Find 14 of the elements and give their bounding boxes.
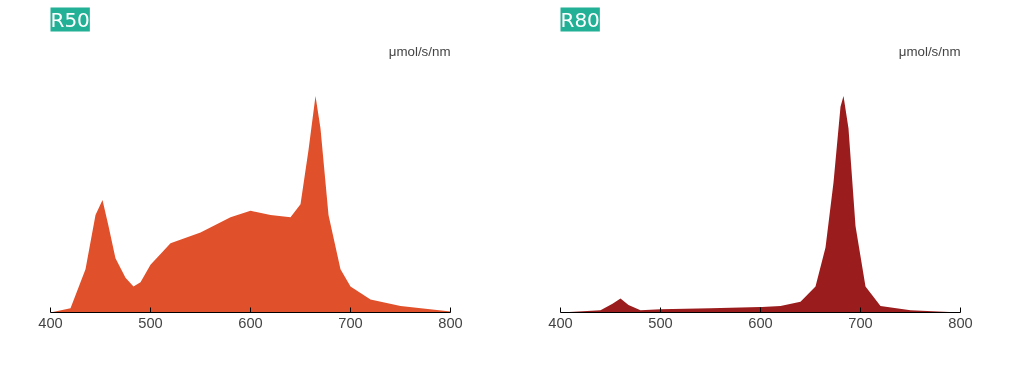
chart-title: R80 xyxy=(560,7,600,32)
y-axis-title: μmol/s/nm xyxy=(898,43,961,59)
x-tick-label: 700 xyxy=(848,314,873,331)
x-tick-label: 400 xyxy=(548,314,573,331)
x-tick-label: 800 xyxy=(438,314,463,331)
x-tick-label: 600 xyxy=(748,314,773,331)
x-tick-label: 600 xyxy=(238,314,263,331)
x-tick-label: 500 xyxy=(648,314,673,331)
x-tick-label: 800 xyxy=(948,314,973,331)
x-tick-label: 400 xyxy=(38,314,63,331)
y-axis-title: μmol/s/nm xyxy=(388,43,451,59)
chart-title: R50 xyxy=(50,7,90,32)
x-tick-label: 700 xyxy=(338,314,363,331)
x-tick-label: 500 xyxy=(138,314,163,331)
